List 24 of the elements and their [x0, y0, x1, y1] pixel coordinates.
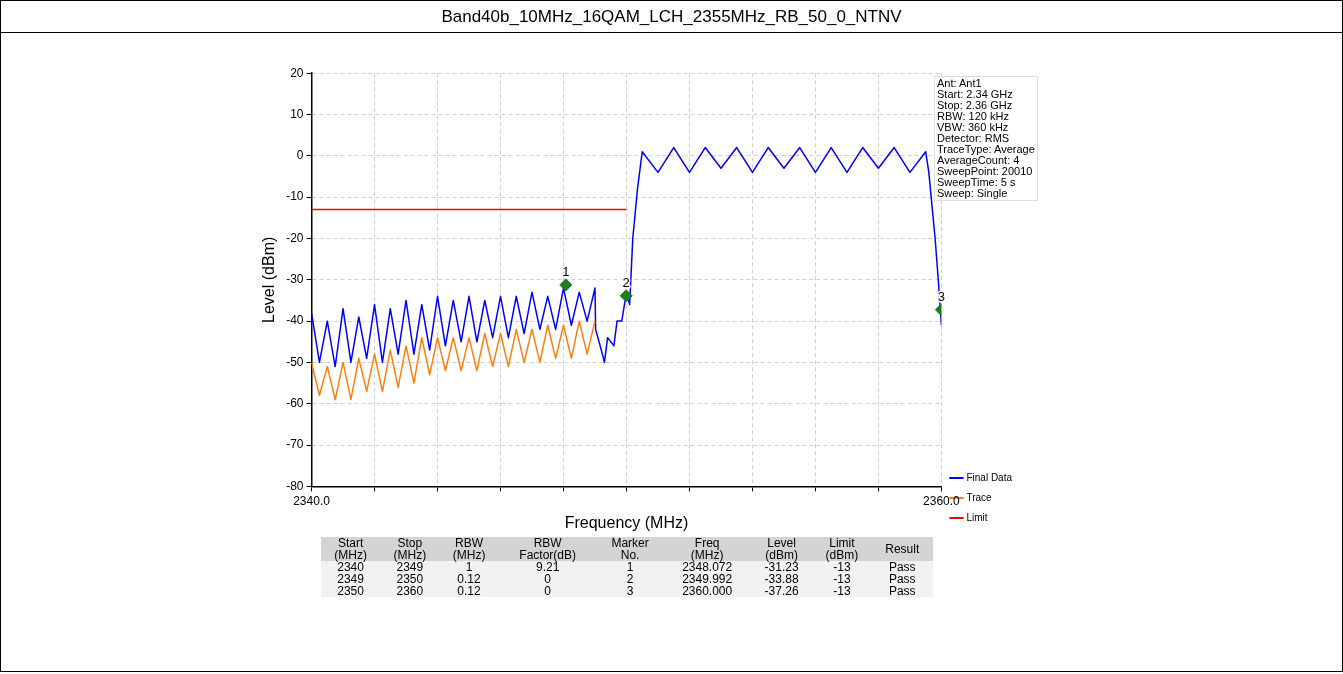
- legend-label: Final Data: [966, 471, 1013, 483]
- text: Ant: Ant1 Start: 2.34 GHz Stop: 2.36 GHz RBW: 120 kHz VBW: 360 kHz Detector: RMS TraceType: Average AverageCount: 4 SweepPoint: 20010 SweepTime: 5 s Sweep: Single: [937, 77, 1035, 199]
- y-tick-label: 20: [290, 65, 304, 80]
- y-tick-label: 10: [290, 106, 304, 121]
- x-tick-label: 2340.0: [293, 493, 331, 508]
- point: [559, 278, 573, 292]
- x-axis-title: Frequency (MHz): [564, 513, 689, 531]
- y-tick-label: -10: [286, 189, 304, 204]
- y-tick-label: -30: [286, 272, 304, 287]
- annotation: 2: [622, 274, 630, 290]
- y-axis-title: Level (dBm): [260, 236, 278, 323]
- legend-label: Limit: [966, 511, 988, 523]
- y-tick-label: -20: [286, 230, 304, 245]
- y-tick-label: -80: [286, 478, 304, 493]
- y-tick-label: 0: [296, 148, 304, 163]
- annotation: 1: [562, 263, 570, 279]
- legend-label: Trace: [966, 491, 993, 503]
- y-tick-label: -70: [286, 437, 304, 452]
- y-tick-label: -40: [286, 313, 304, 328]
- chart-title: Band40b_10MHz_16QAM_LCH_2355MHz_RB_50_0_NTNV: [1, 1, 1342, 33]
- x-tick-label: 2360.0: [923, 493, 961, 508]
- y-tick-label: -60: [286, 396, 304, 411]
- point: [619, 289, 633, 303]
- y-tick-label: -50: [286, 354, 304, 369]
